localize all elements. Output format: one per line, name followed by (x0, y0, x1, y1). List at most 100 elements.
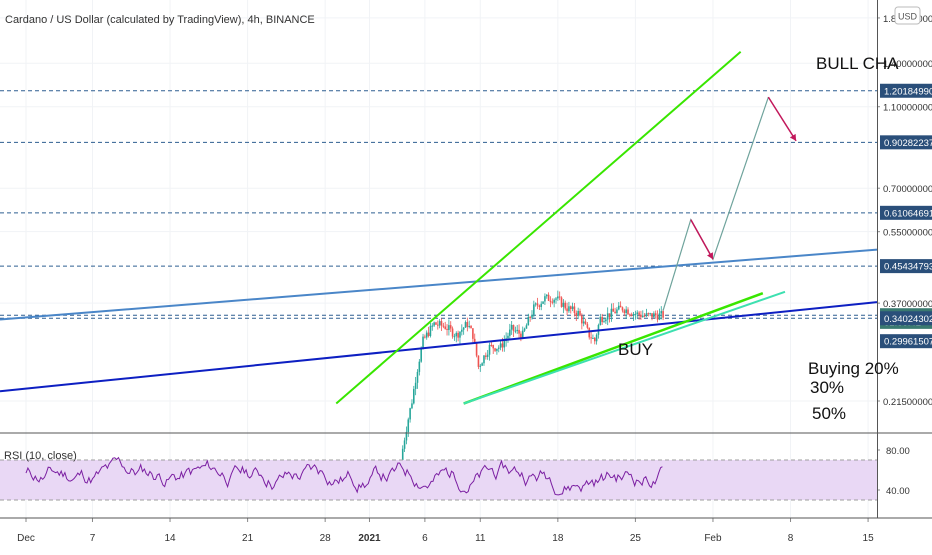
annotation-buying-20: Buying 20% (808, 359, 899, 378)
price-label: 0.90282237 (880, 135, 932, 150)
candle-body (601, 316, 603, 323)
candle (440, 318, 443, 332)
candle-body (588, 327, 591, 338)
candle (540, 301, 543, 311)
candle-body (538, 305, 541, 307)
candle (442, 322, 445, 329)
candle-body (525, 325, 528, 329)
rsi-title: RSI (10, close) (4, 450, 77, 462)
x-tick-label: 21 (242, 533, 254, 544)
candle (523, 327, 526, 332)
candle (573, 303, 576, 317)
candle (654, 310, 657, 319)
candle-body (621, 307, 624, 311)
rsi-band (0, 460, 877, 500)
candle-body (649, 313, 651, 315)
candle-body (518, 329, 520, 334)
candle (588, 327, 591, 340)
candle (582, 315, 585, 327)
candle (608, 313, 611, 323)
x-tick-label: 6 (422, 533, 428, 544)
candle (509, 323, 511, 340)
candle-body (608, 313, 611, 318)
annotation-buy: BUY (618, 340, 653, 359)
candle (416, 369, 419, 389)
candle-body (494, 348, 496, 351)
candle (488, 342, 491, 361)
candle (564, 300, 567, 311)
candle (451, 326, 454, 339)
candle-body (462, 327, 465, 330)
x-tick-label: 28 (320, 533, 332, 544)
x-tick-label: 18 (552, 533, 564, 544)
candle-body (533, 304, 535, 315)
candle-body (610, 308, 613, 318)
candle (605, 317, 607, 324)
candle-body (658, 313, 661, 320)
price-label-box (880, 259, 932, 274)
candle (592, 334, 594, 339)
arrow-down-1-head (707, 252, 713, 260)
candle (647, 312, 650, 317)
candle-body (619, 305, 622, 308)
candle (653, 311, 655, 318)
currency-button[interactable]: USD (894, 6, 921, 25)
candle (536, 297, 539, 310)
candle (656, 310, 659, 323)
candle-body (641, 315, 644, 318)
candle-body (418, 361, 421, 372)
candle (623, 308, 626, 317)
candle-body (435, 322, 437, 325)
candle (507, 332, 509, 343)
candle (427, 326, 430, 338)
candle (634, 310, 637, 320)
candle-body (431, 325, 434, 327)
candle-body (448, 325, 450, 330)
candle (649, 312, 651, 317)
candle-body (632, 313, 635, 316)
price-label-box (880, 205, 932, 220)
arrow-down-2-shaft (767, 96, 797, 142)
candle (614, 307, 616, 314)
y-tick-label: 1.10000000 (883, 103, 932, 114)
candle-body (630, 314, 633, 316)
candle (510, 320, 513, 335)
candle-body (468, 326, 470, 328)
candle-body (509, 329, 511, 336)
x-tick-label: 25 (630, 533, 642, 544)
candle-body (531, 314, 533, 318)
trend-line-aqua-support (463, 290, 786, 405)
x-tick-label: Feb (704, 533, 722, 544)
candle-body (623, 310, 626, 313)
candle-body (461, 329, 463, 332)
candle (485, 352, 487, 360)
candle-body (651, 313, 653, 318)
candle (629, 313, 631, 317)
candle (499, 340, 502, 351)
candle (466, 317, 469, 332)
candle (658, 308, 661, 321)
candle (601, 313, 603, 325)
candle-body (551, 301, 554, 303)
annotations: BULL CHA BUY Buying 20% 30% 50% (618, 54, 899, 423)
candle-body (638, 312, 640, 315)
candle-body (521, 330, 524, 339)
projection-path (662, 96, 797, 311)
candle (459, 331, 461, 344)
candle-body (577, 310, 579, 316)
arrow-down-1-shaft (690, 219, 714, 260)
candle (549, 296, 552, 308)
candle (453, 333, 456, 341)
price-label: 0.45434793 (880, 259, 932, 274)
candle (514, 326, 517, 334)
candle-body (420, 348, 422, 362)
candle (457, 330, 459, 342)
candle (636, 310, 639, 319)
candle-body (444, 326, 446, 329)
candle (531, 310, 533, 320)
x-tick-label: 7 (90, 533, 96, 544)
candle (431, 323, 434, 331)
projection-up-path (662, 96, 769, 311)
candle (418, 359, 421, 376)
